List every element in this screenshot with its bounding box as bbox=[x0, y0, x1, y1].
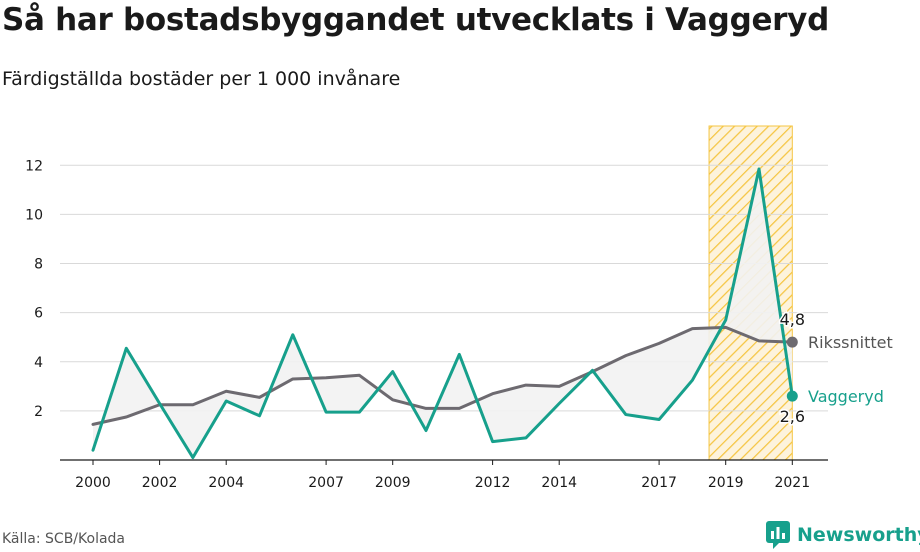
series-label-vaggeryd: Vaggeryd bbox=[808, 387, 884, 406]
series-line-vaggeryd bbox=[91, 167, 794, 460]
y-tick-label: 2 bbox=[34, 404, 43, 420]
x-tick-label: 2007 bbox=[308, 475, 344, 491]
x-tick-label: 2002 bbox=[142, 475, 178, 491]
value-label-vaggeryd: 2,6 bbox=[780, 407, 805, 426]
x-tick-label: 2021 bbox=[774, 475, 810, 491]
brand-name: Newsworthy bbox=[797, 524, 920, 546]
end-point-vaggeryd bbox=[786, 390, 798, 402]
newsworthy-logo-icon bbox=[766, 521, 790, 549]
y-tick-label: 4 bbox=[34, 355, 43, 371]
x-tick-label: 2017 bbox=[641, 475, 677, 491]
source-note: Källa: SCB/Kolada bbox=[2, 531, 126, 547]
x-tick-label: 2009 bbox=[375, 475, 411, 491]
x-tick-label: 2012 bbox=[475, 475, 511, 491]
x-tick-label: 2004 bbox=[208, 475, 244, 491]
y-tick-label: 6 bbox=[34, 306, 43, 322]
y-tick-label: 12 bbox=[25, 158, 43, 174]
y-tick-label: 8 bbox=[34, 257, 43, 273]
gap-area bbox=[93, 168, 793, 458]
series-line-rikssnittet bbox=[91, 325, 794, 426]
series-label-rikssnittet: Rikssnittet bbox=[808, 333, 893, 352]
brand: Newsworthy bbox=[765, 520, 920, 550]
chart-title: Så har bostadsbyggandet utvecklats i Vag… bbox=[2, 2, 829, 38]
x-tick-label: 2019 bbox=[708, 475, 744, 491]
end-point-rikssnittet bbox=[786, 336, 798, 348]
y-tick-label: 10 bbox=[25, 207, 43, 223]
x-tick-label: 2000 bbox=[75, 475, 111, 491]
value-label-rikssnittet: 4,8 bbox=[780, 310, 805, 329]
chart-subtitle: Färdigställda bostäder per 1 000 invånar… bbox=[2, 68, 401, 90]
x-tick-label: 2014 bbox=[541, 475, 577, 491]
